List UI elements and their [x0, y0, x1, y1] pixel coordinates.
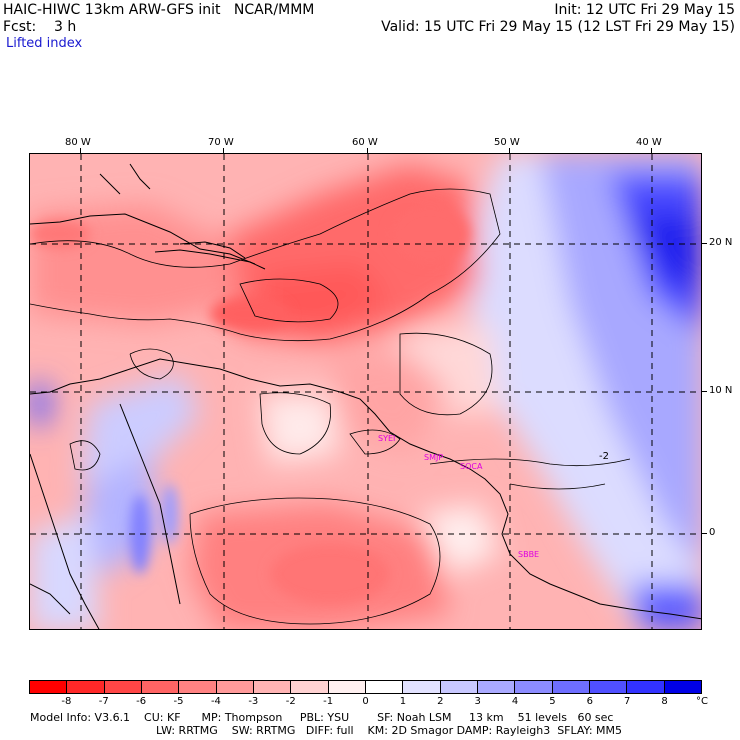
lat-label-10n: 10 N [709, 385, 733, 396]
lon-tick [223, 148, 224, 153]
colorbar-label: 0 [362, 696, 369, 707]
colorbar-label: -6 [136, 696, 147, 707]
colorbar-swatch [364, 681, 403, 693]
lon-tick [367, 148, 368, 153]
lat-tick [702, 243, 707, 244]
colorbar-label: -8 [61, 696, 72, 707]
colorbar-label: 6 [586, 696, 594, 707]
station-smjp: SMJP [424, 453, 444, 462]
colorbar-label: -5 [173, 696, 184, 707]
colorbar-swatch [140, 681, 179, 693]
colorbar-swatch [588, 681, 627, 693]
colorbar-swatch [402, 681, 440, 693]
colorbar [29, 680, 702, 694]
colorbar-label: -4 [210, 696, 221, 707]
station-soca: SOCA [460, 462, 483, 471]
colorbar-label: -2 [285, 696, 296, 707]
colorbar-swatch [178, 681, 216, 693]
lat-tick [702, 533, 707, 534]
contour-label: -2 [599, 451, 609, 462]
colorbar-swatch [551, 681, 589, 693]
coastlines [30, 163, 701, 629]
colorbar-swatch [30, 681, 67, 693]
colorbar-label: 8 [661, 696, 668, 707]
lon-label-60w: 60 W [352, 137, 378, 148]
colorbar-label: 4 [511, 696, 519, 707]
map-canvas [30, 154, 701, 629]
station-syei: SYEI [378, 434, 396, 443]
colorbar-label: 3 [474, 696, 481, 707]
lon-label-80w: 80 W [65, 137, 91, 148]
colorbar-label: -1 [323, 696, 334, 707]
colorbar-label: -3 [248, 696, 259, 707]
lat-tick [702, 391, 707, 392]
colorbar-swatch [103, 681, 141, 693]
field-name: Lifted index [6, 36, 83, 51]
model-info-line2: LW: RRTMG SW: RRTMG DIFF: full KM: 2D Sm… [156, 724, 622, 737]
colorbar-label: 7 [624, 696, 631, 707]
colorbar-swatch [252, 681, 291, 693]
colorbar-label: 1 [399, 696, 407, 707]
lon-label-40w: 40 W [636, 137, 662, 148]
forecast-hour: Fcst: 3 h [3, 19, 77, 35]
colorbar-swatch [514, 681, 552, 693]
colorbar-unit: °C [696, 696, 708, 707]
colorbar-swatch [439, 681, 477, 693]
lat-label-20n: 20 N [709, 237, 733, 248]
valid-time: Valid: 15 UTC Fri 29 May 15 (12 LST Fri … [381, 19, 735, 35]
colorbar-label: 2 [437, 696, 444, 707]
lifted-index-contours [30, 188, 631, 625]
lon-tick [651, 148, 652, 153]
lon-tick [80, 148, 81, 153]
lon-label-70w: 70 W [208, 137, 234, 148]
lon-label-50w: 50 W [494, 137, 520, 148]
field-detail [30, 204, 470, 604]
lon-tick [509, 148, 510, 153]
colorbar-swatch [215, 681, 253, 693]
colorbar-swatch [290, 681, 328, 693]
colorbar-swatch [66, 681, 104, 693]
colorbar-swatch [663, 681, 701, 693]
lifted-index-map: -2 SYEI SMJP SOCA SBBE [29, 153, 702, 630]
init-time: Init: 12 UTC Fri 29 May 15 [554, 2, 735, 18]
model-title: HAIC-HIWC 13km ARW-GFS init NCAR/MMM [3, 2, 315, 18]
station-sbbe: SBBE [518, 550, 540, 559]
colorbar-label: 5 [549, 696, 556, 707]
colorbar-swatch [626, 681, 664, 693]
lat-lon-grid [30, 154, 701, 629]
colorbar-swatch [327, 681, 365, 693]
model-info-line1: Model Info: V3.6.1 CU: KF MP: Thompson P… [30, 711, 614, 724]
lat-label-eq: 0 [709, 527, 716, 538]
colorbar-label: -7 [98, 696, 109, 707]
colorbar-swatch [476, 681, 515, 693]
